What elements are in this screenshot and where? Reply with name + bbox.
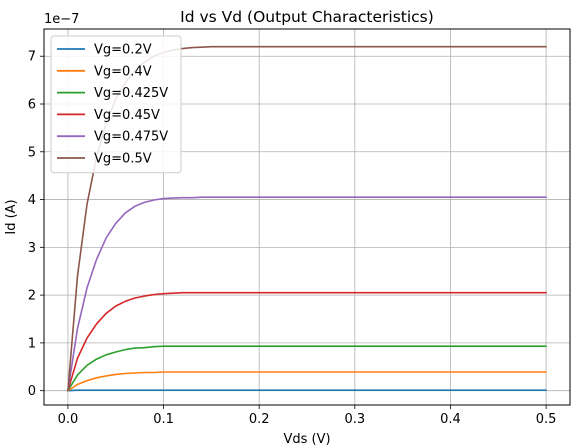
x-tick-label: 0.3 xyxy=(344,412,365,427)
x-axis-label: Vds (V) xyxy=(283,432,330,447)
x-tick-label: 0.0 xyxy=(58,412,79,427)
x-tick-label: 0.2 xyxy=(249,412,270,427)
y-tick-label: 5 xyxy=(28,145,36,160)
y-tick-label: 0 xyxy=(28,384,36,399)
legend-label: Vg=0.4V xyxy=(94,64,152,79)
chart-title: Id vs Vd (Output Characteristics) xyxy=(180,8,434,26)
legend-label: Vg=0.475V xyxy=(94,130,168,145)
y-axis-scale-label: 1e−7 xyxy=(44,12,79,27)
y-tick-label: 4 xyxy=(28,193,36,208)
series-line xyxy=(67,196,547,392)
series-line xyxy=(67,389,547,392)
y-tick-label: 6 xyxy=(28,98,36,113)
series-line xyxy=(67,371,547,392)
y-tick-label: 7 xyxy=(28,50,36,65)
plot-frame xyxy=(43,28,571,406)
axis-ticks: 0.0 0.1 0.2 0.3 0.4 0.5 0 1 2 3 4 5 6 7 xyxy=(28,50,557,427)
legend-label: Vg=0.45V xyxy=(94,108,160,123)
y-tick-label: 1 xyxy=(28,336,36,351)
legend: Vg=0.2V Vg=0.4V Vg=0.425V Vg=0.45V Vg=0.475V… xyxy=(50,35,182,174)
plot-series xyxy=(67,45,547,392)
grid xyxy=(44,29,570,405)
y-tick-label: 2 xyxy=(28,289,36,304)
legend-label: Vg=0.2V xyxy=(94,43,152,58)
series-line xyxy=(67,291,547,392)
x-tick-label: 0.1 xyxy=(153,412,174,427)
x-tick-label: 0.5 xyxy=(536,412,557,427)
y-tick-label: 3 xyxy=(28,241,36,256)
y-axis-label: Id (A) xyxy=(4,199,19,234)
legend-label: Vg=0.5V xyxy=(94,152,152,167)
legend-label: Vg=0.425V xyxy=(94,86,168,101)
x-tick-label: 0.4 xyxy=(440,412,461,427)
series-line xyxy=(67,345,547,392)
